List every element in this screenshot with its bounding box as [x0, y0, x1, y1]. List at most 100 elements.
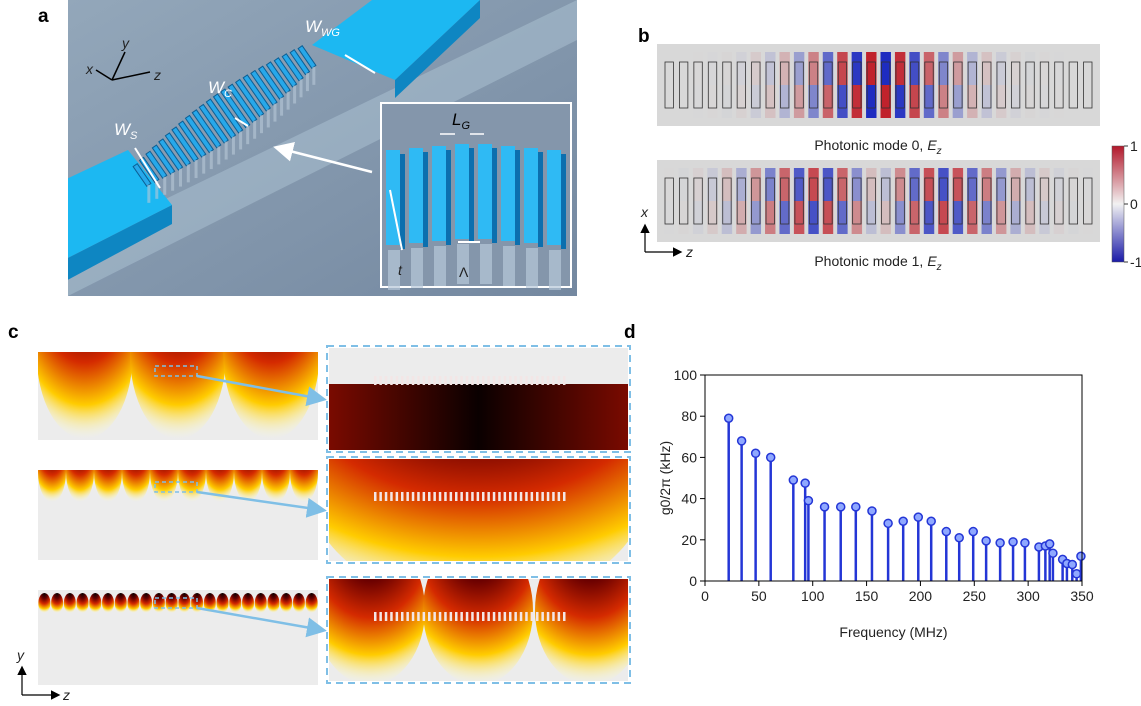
- cell-outline: [909, 177, 920, 225]
- field: [535, 579, 628, 681]
- strain-lobe: [127, 593, 140, 613]
- stem-marker: [954, 532, 964, 543]
- field-stripe: [967, 201, 978, 234]
- panel-label: d: [624, 322, 636, 343]
- grating-tooth: [220, 88, 251, 129]
- cell-outline: [679, 177, 689, 225]
- field-stripe: [923, 201, 935, 234]
- grating-tooth: [145, 150, 168, 179]
- cell-outline: [808, 61, 819, 109]
- device-render: [68, 0, 577, 296]
- axis-label: y: [121, 35, 130, 51]
- strain-lobe: [254, 593, 267, 613]
- field-stripe: [981, 201, 992, 234]
- inset-tooth-shadow: [503, 246, 515, 286]
- grating-tooth: [390, 492, 393, 501]
- grating-tooth: [525, 612, 528, 621]
- grating-tooth: [465, 376, 469, 385]
- strain-lobe: [165, 593, 178, 613]
- stem-marker: [867, 506, 877, 516]
- field-stripe: [967, 168, 978, 201]
- grating-tooth: [242, 74, 272, 112]
- strain-lobe: [203, 593, 216, 613]
- cell-outline: [1025, 177, 1035, 225]
- field-stripe: [1010, 201, 1021, 234]
- grating-tooth: [498, 376, 501, 385]
- grating-tooth: [411, 376, 415, 385]
- grating-tooth: [411, 492, 415, 501]
- grating-tooth: [212, 93, 244, 134]
- dimension-label: WWG: [305, 17, 340, 39]
- inset-tooth: [524, 148, 538, 243]
- dim-sub: WG: [321, 27, 340, 39]
- field-stripe: [1054, 85, 1064, 118]
- y-tick-label: 80: [681, 408, 697, 424]
- plot-frame: [704, 374, 1083, 582]
- stem-marker: [750, 448, 761, 459]
- field-stripe: [721, 168, 733, 201]
- inset-tooth: [432, 146, 446, 241]
- field-stripe: [894, 85, 906, 118]
- grating-tooth: [487, 376, 490, 385]
- field-stripe: [736, 201, 747, 234]
- field-stripe: [808, 201, 819, 234]
- field-stripe: [721, 201, 733, 234]
- cell-outline: [837, 177, 848, 225]
- axis-label: y: [16, 647, 25, 663]
- grating-tooth: [444, 612, 447, 621]
- caption-text: Photonic mode 0,: [814, 137, 923, 153]
- field-stripe: [981, 168, 992, 201]
- field-stripe: [1024, 201, 1036, 234]
- field-stripe: [938, 201, 949, 234]
- cell-outline: [953, 61, 963, 109]
- field-stripe: [1054, 201, 1064, 234]
- field: [329, 384, 628, 450]
- field-stripe: [664, 85, 674, 118]
- grating-tooth: [476, 612, 480, 621]
- field-stripe: [967, 85, 978, 118]
- grating-tooth: [471, 492, 474, 501]
- cell-outline: [866, 177, 876, 225]
- field-stripe: [750, 168, 762, 201]
- field-stripe: [952, 168, 964, 201]
- cell-outline: [751, 61, 761, 109]
- field-stripe: [750, 201, 762, 234]
- grating-tooth: [449, 492, 453, 501]
- cell-outline: [722, 61, 732, 109]
- grating-tooth: [395, 376, 399, 385]
- strain-lobe: [150, 470, 178, 502]
- grating-tooth: [158, 138, 184, 171]
- grating-tooth: [374, 492, 377, 501]
- grating-tooth: [438, 492, 442, 501]
- mode-caption: Photonic mode 0, Ez: [814, 137, 941, 157]
- x-axis-label: Frequency (MHz): [839, 624, 947, 640]
- zoom-arrow: [196, 374, 327, 407]
- dimension-label: t: [398, 262, 403, 278]
- strain-lobe: [122, 470, 150, 502]
- field-stripe: [952, 52, 964, 85]
- cell-outline: [982, 177, 992, 225]
- field-stripe: [837, 168, 848, 201]
- grating-tooth: [519, 492, 523, 501]
- y-tick-label: 0: [689, 573, 697, 589]
- grating-tooth: [132, 163, 152, 187]
- cell-outline: [1083, 177, 1093, 225]
- field-stripe: [664, 201, 674, 234]
- field-stripe: [779, 168, 790, 201]
- grating-tooth: [417, 376, 420, 385]
- dimension-label: WS: [114, 120, 138, 142]
- field-stripe: [851, 168, 863, 201]
- stem-marker: [736, 436, 747, 446]
- grating-tooth: [563, 376, 566, 385]
- field-stripe: [923, 85, 935, 118]
- dim-main: W: [208, 78, 226, 97]
- zoom-box: [154, 597, 198, 609]
- stem-marker: [968, 526, 978, 537]
- grating-tooth: [536, 612, 539, 621]
- caption-sub: z: [936, 262, 942, 273]
- grating-tooth: [530, 376, 534, 385]
- stem-marker: [765, 452, 776, 463]
- grating-tooth: [449, 376, 453, 385]
- cell-outline: [852, 177, 862, 225]
